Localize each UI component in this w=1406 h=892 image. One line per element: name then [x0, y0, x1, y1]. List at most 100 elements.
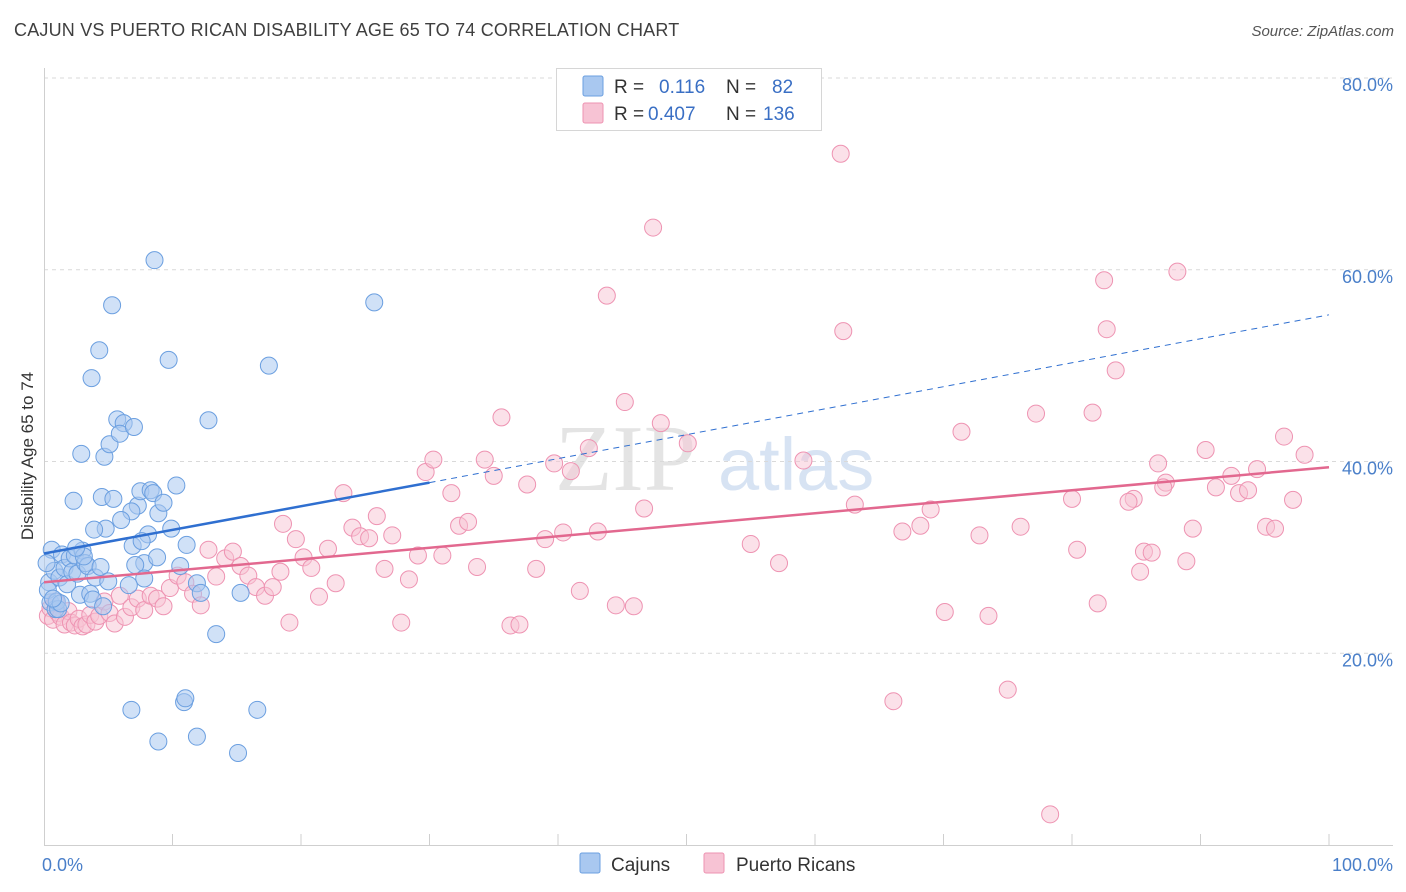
legend-swatch-cajuns: [582, 75, 604, 97]
puerto-rican-point: [1142, 543, 1161, 562]
puerto-rican-point: [911, 516, 930, 535]
y-tick-labels: 20.0% 40.0% 60.0% 80.0%: [1342, 75, 1393, 670]
puerto-rican-point: [1041, 805, 1060, 824]
puerto-rican-point: [644, 218, 663, 237]
legend-swatch-puerto-ricans: [582, 102, 604, 124]
puerto-rican-point: [424, 450, 443, 469]
puerto-rican-point: [1011, 517, 1030, 536]
cajun-point: [82, 369, 101, 388]
y-axis-title: Disability Age 65 to 74: [18, 372, 37, 540]
puerto-rican-point: [741, 534, 760, 553]
puerto-rican-point: [510, 615, 529, 634]
cajun-point: [145, 251, 164, 270]
puerto-rican-point: [399, 570, 418, 589]
y-tick-label-60: 60.0%: [1342, 267, 1393, 287]
puerto-rican-point: [970, 526, 989, 545]
puerto-rican-point: [527, 559, 546, 578]
puerto-rican-point: [935, 603, 954, 622]
cajun-point: [103, 296, 122, 315]
cajun-point: [177, 535, 196, 554]
series-legend-label-puerto-ricans: Puerto Ricans: [736, 855, 855, 876]
puerto-rican-point: [794, 451, 813, 470]
cajun-point: [187, 727, 206, 746]
cajun-point: [122, 700, 141, 719]
series-legend-swatch-cajuns: [579, 852, 601, 874]
puerto-rican-point: [475, 450, 494, 469]
legend-r-label-puerto-ricans: R =: [614, 104, 644, 125]
puerto-rican-point: [1097, 320, 1116, 339]
trend-lines: [43, 314, 1330, 584]
puerto-rican-point: [223, 542, 242, 561]
puerto-rican-point: [1177, 552, 1196, 571]
legend-r-value-puerto-ricans: 0.407: [648, 104, 696, 125]
cajun-point: [171, 557, 190, 576]
cajun-point: [85, 520, 104, 539]
puerto-rican-point: [459, 512, 478, 531]
cajun-point: [72, 444, 91, 463]
cajun-point: [148, 548, 167, 567]
cajun-point: [365, 293, 384, 312]
puerto-rican-point: [375, 559, 394, 578]
puerto-rican-point: [468, 557, 487, 576]
series-legend-swatch-puerto-ricans: [703, 852, 725, 874]
puerto-rican-point: [433, 546, 452, 565]
puerto-rican-point: [207, 567, 226, 586]
puerto-rican-point: [1088, 594, 1107, 613]
series-legend: Cajuns Puerto Ricans: [579, 852, 855, 876]
cajun-point: [91, 557, 110, 576]
puerto-rican-point: [392, 613, 411, 632]
puerto-rican-point: [263, 578, 282, 597]
cajun-point: [112, 510, 131, 529]
puerto-rican-point: [1239, 481, 1258, 500]
puerto-rican-point: [979, 606, 998, 625]
puerto-rican-point: [326, 574, 345, 593]
puerto-rican-point: [831, 144, 850, 163]
cajun-point: [104, 489, 123, 508]
puerto-rican-point: [597, 286, 616, 305]
puerto-rican-point: [1295, 445, 1314, 464]
puerto-rican-point: [921, 500, 940, 519]
puerto-rican-point: [1119, 492, 1138, 511]
legend-n-value-cajuns: 82: [772, 77, 793, 98]
x-axis-ticks: [172, 834, 1330, 846]
puerto-rican-point: [884, 692, 903, 711]
puerto-rican-point: [554, 523, 573, 542]
puerto-rican-point: [280, 613, 299, 632]
puerto-rican-point: [1266, 519, 1285, 538]
puerto-rican-point: [1063, 489, 1081, 508]
legend-n-value-puerto-ricans: 136: [763, 104, 795, 125]
cajun-point: [159, 350, 178, 369]
puerto-rican-point: [442, 484, 461, 503]
puerto-rican-point: [651, 414, 670, 433]
legend-n-label-cajuns: N =: [726, 77, 756, 98]
puerto-rican-point: [545, 454, 564, 473]
puerto-rican-point: [561, 462, 580, 481]
puerto-rican-point: [1168, 262, 1187, 281]
y-tick-label-20: 20.0%: [1342, 650, 1393, 670]
legend-r-value-cajuns: 0.116: [659, 77, 705, 98]
puerto-rican-point: [367, 507, 386, 526]
puerto-rican-point: [302, 558, 321, 577]
puerto-rican-point: [1068, 540, 1087, 559]
watermark-zip: ZIP: [555, 407, 696, 511]
puerto-rican-point: [624, 597, 643, 616]
cajun-point: [229, 743, 248, 762]
puerto-rican-point: [998, 680, 1017, 699]
puerto-rican-point: [1284, 490, 1303, 509]
series-legend-label-cajuns: Cajuns: [611, 855, 670, 876]
legend-n-label-puerto-ricans: N =: [726, 104, 756, 125]
puerto-rican-point: [1095, 271, 1114, 290]
puerto-rican-point: [893, 522, 912, 541]
puerto-rican-point: [952, 422, 971, 441]
cajun-point: [37, 554, 56, 573]
cajun-point: [64, 491, 83, 510]
puerto-rican-point: [1106, 361, 1125, 380]
cajun-point: [167, 476, 186, 495]
puerto-rican-point: [635, 499, 654, 518]
puerto-rican-point: [318, 539, 337, 558]
puerto-rican-point: [271, 562, 290, 581]
puerto-rican-trend-line: [43, 466, 1330, 584]
puerto-rican-point: [154, 597, 173, 616]
cajun-point: [94, 597, 113, 616]
